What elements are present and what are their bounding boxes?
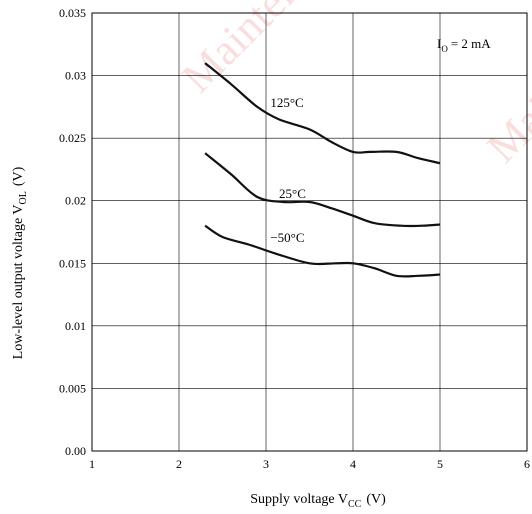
y-tick-label: 0.02 [65, 194, 86, 208]
series-line-1 [204, 152, 441, 228]
y-tick-label: 0.01 [65, 319, 86, 333]
series-label-0: 125°C [270, 95, 303, 110]
y-tick-label: 0.03 [65, 69, 86, 83]
y-tick-label: 0.035 [59, 6, 86, 20]
y-tick-label: 0.015 [59, 256, 86, 270]
series-layer [204, 62, 441, 278]
series-line-0 [204, 62, 441, 165]
watermark-text-right: Maintenance [477, 0, 532, 172]
x-axis-title: Supply voltage VCC (V) [250, 492, 386, 510]
watermark-text: Maintenance [172, 0, 367, 102]
x-tick-label: 3 [263, 457, 269, 471]
x-tick-label: 6 [524, 457, 530, 471]
y-tick-label: 0.025 [59, 131, 86, 145]
condition-label: IO = 2 mA [437, 36, 491, 54]
x-tick-label: 2 [176, 457, 182, 471]
x-tick-label: 5 [437, 457, 443, 471]
series-labels: 125°C 25°C −50°C [270, 95, 306, 245]
series-line-2 [204, 224, 441, 278]
series-label-1: 25°C [279, 186, 306, 201]
watermark-layer: Maintenance Maintenance [172, 0, 532, 172]
grid-layer [92, 13, 527, 451]
y-tick-label: 0.00 [65, 444, 86, 458]
tick-labels: 1 2 3 4 5 6 0.00 0.005 0.01 0.015 0.02 0.025 0.03 0.0… [59, 6, 530, 471]
x-tick-label: 4 [350, 457, 356, 471]
y-axis-title: Low-level output voltage VOL(V) [11, 166, 29, 359]
series-label-2: −50°C [270, 230, 304, 245]
y-tick-label: 0.005 [59, 381, 86, 395]
plot-frame [91, 12, 528, 452]
x-tick-label: 1 [89, 457, 95, 471]
